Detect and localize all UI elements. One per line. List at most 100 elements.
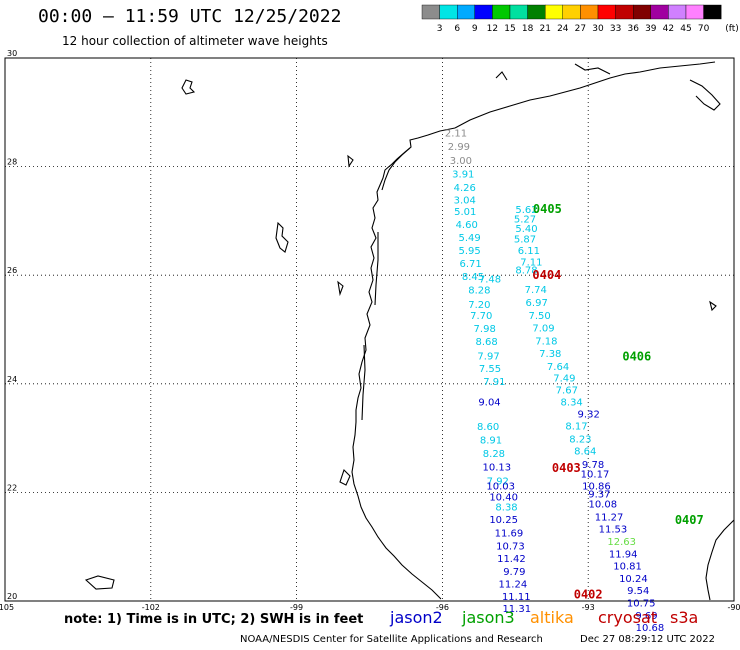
legend-jason3: jason3 xyxy=(462,608,515,627)
color-swatch xyxy=(633,4,652,20)
wave-height-value: 6.97 xyxy=(526,298,548,309)
lat-tick-label: 20 xyxy=(7,592,17,601)
wave-height-value: 7.92 xyxy=(487,476,509,487)
color-swatch xyxy=(509,4,528,20)
color-scale-unit: (ft) xyxy=(725,24,739,34)
color-scale-label: 6 xyxy=(454,24,460,34)
wave-height-value: 8.45 xyxy=(462,272,484,283)
legend-s3a: s3a xyxy=(670,608,699,627)
color-swatch xyxy=(685,4,704,20)
color-swatch xyxy=(580,4,599,20)
barrier-island-2 xyxy=(374,232,379,306)
color-swatch xyxy=(492,4,511,20)
color-scale-label: 9 xyxy=(472,24,478,34)
bay-1 xyxy=(574,63,611,75)
wave-height-value: 10.13 xyxy=(483,463,512,474)
color-scale-label: 42 xyxy=(663,24,674,34)
wave-height-points: 2.11 2.99 3.00 3.91 4.26 3.045.01 4.60 5.49 5.95… xyxy=(445,129,664,634)
wave-height-value: 5.27 xyxy=(514,215,536,226)
color-swatch xyxy=(545,4,564,20)
wave-height-value: 9.78 xyxy=(582,460,604,471)
bay-2 xyxy=(495,71,508,81)
wave-height-value: 10.73 xyxy=(496,541,525,552)
louisiana-coast xyxy=(454,61,716,129)
orbit-track-number: 0404 xyxy=(532,268,561,282)
color-swatch xyxy=(474,4,493,20)
orbit-track-labels: 0405 0404 0406 0403 0407 0402 xyxy=(532,202,703,602)
wave-height-value: 10.24 xyxy=(619,574,648,585)
color-scale-legend: 3 6 9 12 15 18 21 24 27 30 33 36 39 42 45 70 (ft) xyxy=(421,4,739,34)
lake-1 xyxy=(181,79,196,95)
color-scale-label: 36 xyxy=(627,24,639,34)
wave-height-value: 10.86 xyxy=(582,482,611,493)
wave-height-value: 5.87 xyxy=(514,235,536,246)
wave-height-value: 9.54 xyxy=(627,586,649,597)
wave-height-value: 4.26 xyxy=(454,183,476,194)
orbit-track-number: 0403 xyxy=(552,461,581,475)
color-swatch xyxy=(439,4,458,20)
wave-height-value: 10.03 xyxy=(486,482,515,493)
wave-height-value: 7.09 xyxy=(532,324,554,335)
wave-height-value: 12.63 xyxy=(607,537,636,548)
wave-height-value: 10.81 xyxy=(613,562,642,573)
footer-note: note: 1) Time is in UTC; 2) SWH is in fe… xyxy=(64,612,364,627)
wave-height-value: 7.18 xyxy=(535,337,557,348)
wave-height-value: 8.91 xyxy=(480,436,502,447)
wave-height-value: 9.32 xyxy=(578,409,600,420)
color-scale-label: 21 xyxy=(539,24,550,34)
map-title: 00:00 – 11:59 UTC 12/25/2022 xyxy=(38,6,342,27)
wave-height-value: 11.27 xyxy=(595,513,624,524)
color-scale-label: 70 xyxy=(698,24,710,34)
lake-2 xyxy=(275,221,289,253)
color-scale-label: 39 xyxy=(645,24,657,34)
lat-tick-label: 24 xyxy=(7,375,17,384)
axis-tick-labels: -105 -102 -99 -96 -93 -90 30 28 26 24 22 20 xyxy=(0,49,740,612)
wave-height-value: 8.28 xyxy=(468,286,490,297)
color-scale-label: 30 xyxy=(592,24,604,34)
color-scale-label: 15 xyxy=(504,24,515,34)
wave-height-value: 7.70 xyxy=(470,311,492,322)
wave-height-value: 8.60 xyxy=(477,422,499,433)
wave-height-value: 3.91 xyxy=(452,169,474,180)
wave-height-value: 11.94 xyxy=(609,550,638,561)
mississippi-delta xyxy=(689,79,721,111)
color-swatch xyxy=(703,4,722,20)
wave-height-value: 11.53 xyxy=(599,525,628,536)
wave-height-value: 7.38 xyxy=(539,349,561,360)
color-swatch xyxy=(527,4,546,20)
wave-height-value: 11.24 xyxy=(499,579,528,590)
wave-height-value: 10.17 xyxy=(581,470,610,481)
lon-tick-label: -102 xyxy=(142,603,160,612)
lat-tick-label: 28 xyxy=(7,158,17,167)
color-swatch xyxy=(421,4,440,20)
wave-height-value: 7.67 xyxy=(556,386,578,397)
lat-tick-label: 30 xyxy=(7,49,17,58)
wave-height-value: 7.55 xyxy=(479,364,501,375)
lat-tick-label: 22 xyxy=(7,483,17,492)
color-swatch xyxy=(597,4,616,20)
wave-height-value: 8.34 xyxy=(561,398,583,409)
wave-height-value: 10.40 xyxy=(489,493,518,504)
wave-height-value: 5.62 xyxy=(515,205,537,216)
lake-6 xyxy=(337,280,344,297)
wave-height-value: 5.95 xyxy=(458,246,480,257)
lon-tick-label: -90 xyxy=(727,603,740,612)
wave-height-value: 10.08 xyxy=(588,500,617,511)
lon-tick-label: -99 xyxy=(290,603,303,612)
color-scale-label: 18 xyxy=(522,24,534,34)
wave-height-value: 10.75 xyxy=(627,598,656,609)
map-subtitle: 12 hour collection of altimeter wave hei… xyxy=(62,34,328,48)
wave-height-value: 8.68 xyxy=(475,337,497,348)
wave-height-value: 7.48 xyxy=(479,274,501,285)
credit-text: NOAA/NESDIS Center for Satellite Applica… xyxy=(240,634,543,645)
wave-height-value: 8.38 xyxy=(495,502,517,513)
wave-height-value: 2.11 xyxy=(445,129,467,140)
lat-lon-grid xyxy=(5,58,734,601)
color-scale-label: 45 xyxy=(680,24,691,34)
wave-height-value: 5.01 xyxy=(454,207,476,218)
wave-height-value: 7.74 xyxy=(525,285,547,296)
wave-height-value: 5.49 xyxy=(458,233,480,244)
wave-height-value: 7.49 xyxy=(553,374,575,385)
color-scale-label: 24 xyxy=(557,24,569,34)
